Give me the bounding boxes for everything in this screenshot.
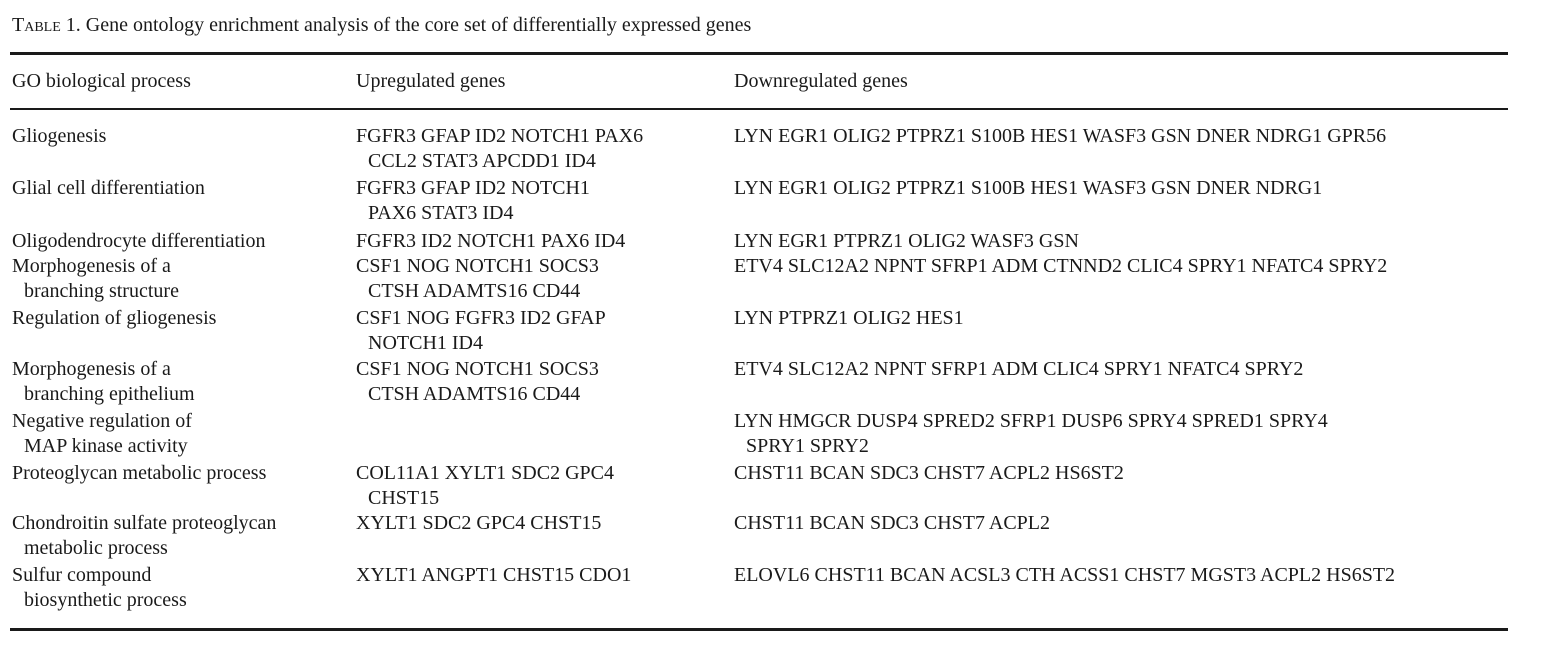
cell-text-line: CHST11 BCAN SDC3 CHST7 ACPL2	[734, 512, 1050, 534]
downregulated-cell: ETV4 SLC12A2 NPNT SFRP1 ADM CLIC4 SPRY1 …	[734, 357, 1303, 382]
cell-text-line: LYN HMGCR DUSP4 SPRED2 SFRP1 DUSP6 SPRY4…	[734, 410, 1328, 432]
cell-text-line: LYN EGR1 OLIG2 PTPRZ1 S100B HES1 WASF3 G…	[734, 125, 1387, 147]
cell-text-line: Negative regulation of	[12, 410, 192, 432]
cell-text-line: CCL2 STAT3 APCDD1 ID4	[368, 150, 596, 172]
upregulated-cell: COL11A1 XYLT1 SDC2 GPC4 CHST15	[356, 461, 614, 511]
cell-text-line: XYLT1 ANGPT1 CHST15 CDO1	[356, 564, 632, 586]
downregulated-cell: ELOVL6 CHST11 BCAN ACSL3 CTH ACSS1 CHST7…	[734, 563, 1395, 588]
process-cell: Oligodendrocyte differentiation	[12, 229, 265, 254]
cell-text-line: CSF1 NOG NOTCH1 SOCS3	[356, 255, 599, 277]
upregulated-cell: XYLT1 ANGPT1 CHST15 CDO1	[356, 563, 631, 588]
upregulated-cell: CSF1 NOG FGFR3 ID2 GFAP NOTCH1 ID4	[356, 306, 606, 356]
upregulated-cell: CSF1 NOG NOTCH1 SOCS3 CTSH ADAMTS16 CD44	[356, 357, 599, 407]
cell-text-line: metabolic process	[24, 537, 168, 559]
process-cell: Morphogenesis of a branching structure	[12, 254, 179, 304]
cell-text-line: FGFR3 GFAP ID2 NOTCH1	[356, 177, 590, 199]
process-cell: Morphogenesis of a branching epithelium	[12, 357, 195, 407]
cell-text-line: MAP kinase activity	[24, 435, 188, 457]
cell-text-line: CSF1 NOG NOTCH1 SOCS3	[356, 358, 599, 380]
cell-text-line: Gliogenesis	[12, 125, 107, 147]
top-rule	[10, 52, 1508, 55]
downregulated-cell: LYN EGR1 OLIG2 PTPRZ1 S100B HES1 WASF3 G…	[734, 124, 1386, 149]
table-caption-label: Table 1.	[12, 14, 81, 36]
upregulated-cell: FGFR3 GFAP ID2 NOTCH1 PAX6 STAT3 ID4	[356, 176, 590, 226]
header-rule	[10, 108, 1508, 110]
process-cell: Gliogenesis	[12, 124, 106, 149]
bottom-rule	[10, 628, 1508, 631]
process-cell: Regulation of gliogenesis	[12, 306, 216, 331]
header-upregulated: Upregulated genes	[356, 70, 506, 92]
cell-text-line: branching epithelium	[24, 383, 195, 405]
cell-text-line: ETV4 SLC12A2 NPNT SFRP1 ADM CLIC4 SPRY1 …	[734, 358, 1304, 380]
cell-text-line: Proteoglycan metabolic process	[12, 462, 267, 484]
cell-text-line: Regulation of gliogenesis	[12, 307, 217, 329]
downregulated-cell: ETV4 SLC12A2 NPNT SFRP1 ADM CTNND2 CLIC4…	[734, 254, 1387, 279]
cell-text-line: Morphogenesis of a	[12, 358, 171, 380]
table-header-row: GO biological process Upregulated genes …	[0, 68, 1554, 96]
upregulated-cell: XYLT1 SDC2 GPC4 CHST15	[356, 511, 601, 536]
cell-text-line: LYN PTPRZ1 OLIG2 HES1	[734, 307, 964, 329]
cell-text-line: Chondroitin sulfate proteoglycan	[12, 512, 277, 534]
process-cell: Negative regulation of MAP kinase activit…	[12, 409, 192, 459]
cell-text-line: CTSH ADAMTS16 CD44	[368, 383, 581, 405]
process-cell: Proteoglycan metabolic process	[12, 461, 266, 486]
downregulated-cell: LYN HMGCR DUSP4 SPRED2 SFRP1 DUSP6 SPRY4…	[734, 409, 1328, 459]
cell-text-line: FGFR3 GFAP ID2 NOTCH1 PAX6	[356, 125, 644, 147]
downregulated-cell: CHST11 BCAN SDC3 CHST7 ACPL2 HS6ST2	[734, 461, 1124, 486]
cell-text-line: PAX6 STAT3 ID4	[368, 202, 514, 224]
cell-text-line: Sulfur compound	[12, 564, 152, 586]
upregulated-cell: FGFR3 GFAP ID2 NOTCH1 PAX6 CCL2 STAT3 APC…	[356, 124, 643, 174]
cell-text-line: CHST15	[368, 487, 440, 509]
cell-text-line: CTSH ADAMTS16 CD44	[368, 280, 581, 302]
cell-text-line: ELOVL6 CHST11 BCAN ACSL3 CTH ACSS1 CHST7…	[734, 564, 1396, 586]
cell-text-line: NOTCH1 ID4	[368, 332, 483, 354]
cell-text-line: Oligodendrocyte differentiation	[12, 230, 266, 252]
downregulated-cell: CHST11 BCAN SDC3 CHST7 ACPL2	[734, 511, 1050, 536]
table-caption-text: Gene ontology enrichment analysis of the…	[85, 14, 752, 36]
downregulated-cell: LYN EGR1 OLIG2 PTPRZ1 S100B HES1 WASF3 G…	[734, 176, 1322, 201]
process-cell: Chondroitin sulfate proteoglycan metaboli…	[12, 511, 276, 561]
header-downregulated: Downregulated genes	[734, 70, 908, 92]
cell-text-line: LYN EGR1 PTPRZ1 OLIG2 WASF3 GSN	[734, 230, 1079, 252]
table-caption: Table 1. Gene ontology enrichment analys…	[12, 12, 751, 38]
cell-text-line: Morphogenesis of a	[12, 255, 171, 277]
process-cell: Glial cell differentiation	[12, 176, 205, 201]
cell-text-line: XYLT1 SDC2 GPC4 CHST15	[356, 512, 602, 534]
downregulated-cell: LYN EGR1 PTPRZ1 OLIG2 WASF3 GSN	[734, 229, 1079, 254]
cell-text-line: CSF1 NOG FGFR3 ID2 GFAP	[356, 307, 606, 329]
cell-text-line: biosynthetic process	[24, 589, 187, 611]
cell-text-line: branching structure	[24, 280, 179, 302]
process-cell: Sulfur compound biosynthetic process	[12, 563, 187, 613]
upregulated-cell: FGFR3 ID2 NOTCH1 PAX6 ID4	[356, 229, 625, 254]
header-go-process: GO biological process	[12, 70, 191, 92]
cell-text-line: COL11A1 XYLT1 SDC2 GPC4	[356, 462, 614, 484]
cell-text-line: Glial cell differentiation	[12, 177, 205, 199]
downregulated-cell: LYN PTPRZ1 OLIG2 HES1	[734, 306, 964, 331]
upregulated-cell: CSF1 NOG NOTCH1 SOCS3 CTSH ADAMTS16 CD44	[356, 254, 599, 304]
cell-text-line: LYN EGR1 OLIG2 PTPRZ1 S100B HES1 WASF3 G…	[734, 177, 1323, 199]
cell-text-line: ETV4 SLC12A2 NPNT SFRP1 ADM CTNND2 CLIC4…	[734, 255, 1388, 277]
cell-text-line: FGFR3 ID2 NOTCH1 PAX6 ID4	[356, 230, 626, 252]
cell-text-line: CHST11 BCAN SDC3 CHST7 ACPL2 HS6ST2	[734, 462, 1124, 484]
cell-text-line: SPRY1 SPRY2	[746, 435, 869, 457]
